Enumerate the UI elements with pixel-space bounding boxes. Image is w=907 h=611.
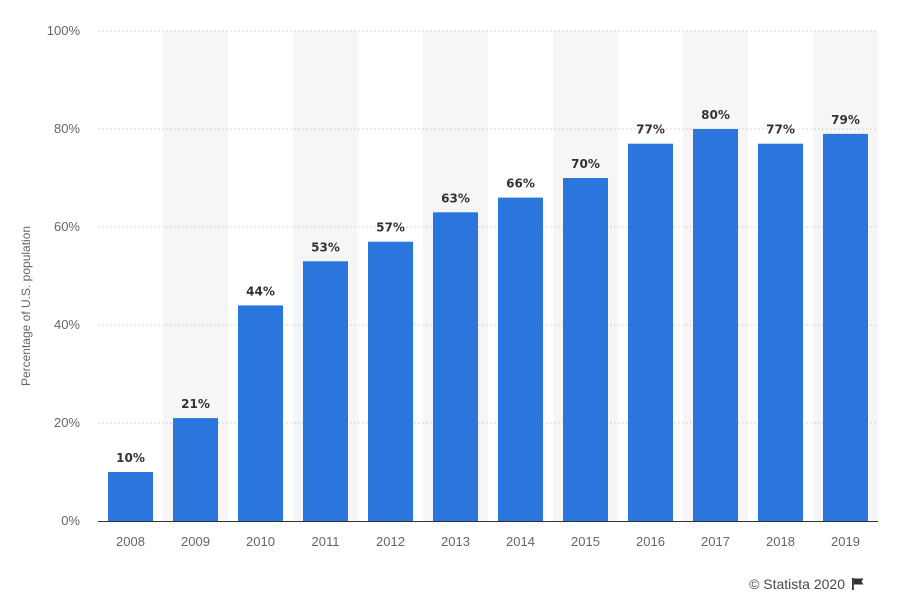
y-tick-label: 80% bbox=[54, 121, 80, 136]
y-tick-label: 0% bbox=[61, 513, 80, 528]
bar-2019[interactable] bbox=[823, 133, 868, 521]
x-tick-label: 2016 bbox=[636, 534, 665, 549]
bar-2009[interactable] bbox=[173, 418, 218, 521]
x-tick-label: 2008 bbox=[116, 534, 145, 549]
data-label: 63% bbox=[441, 191, 470, 205]
x-axis-ticks: 2008 2009 2010 2011 2012 2013 2014 2015 2016 2017… bbox=[116, 534, 860, 549]
data-label: 80% bbox=[701, 108, 730, 122]
flag-icon[interactable] bbox=[851, 577, 865, 591]
y-axis-label: Percentage of U.S. population bbox=[19, 226, 33, 386]
bar-2015[interactable] bbox=[563, 178, 608, 521]
x-tick-label: 2011 bbox=[312, 534, 340, 549]
x-tick-label: 2019 bbox=[831, 534, 860, 549]
x-tick-label: 2017 bbox=[701, 534, 730, 549]
bar-2018[interactable] bbox=[758, 143, 803, 521]
y-tick-label: 40% bbox=[54, 317, 80, 332]
x-tick-label: 2018 bbox=[766, 534, 795, 549]
data-label: 44% bbox=[246, 284, 275, 298]
data-label: 77% bbox=[636, 123, 665, 137]
bar-2017[interactable] bbox=[693, 129, 738, 521]
bar-2014[interactable] bbox=[498, 197, 543, 521]
x-tick-label: 2013 bbox=[441, 534, 470, 549]
data-labels: 10% 21% 44% 53% 57% 63% 66% 70% 77% 80% 77% 79% bbox=[116, 108, 860, 465]
bar-2011[interactable] bbox=[303, 261, 348, 521]
data-label: 53% bbox=[311, 240, 340, 254]
bar-2012[interactable] bbox=[368, 241, 413, 521]
x-tick-label: 2014 bbox=[506, 534, 535, 549]
data-label: 77% bbox=[766, 123, 795, 137]
y-tick-label: 100% bbox=[47, 23, 81, 38]
y-axis-ticks: 0% 20% 40% 60% 80% 100% bbox=[47, 23, 81, 528]
data-label: 10% bbox=[116, 451, 145, 465]
bar-2013[interactable] bbox=[433, 212, 478, 522]
credit-text: © Statista 2020 bbox=[749, 576, 845, 592]
data-label: 79% bbox=[831, 113, 860, 127]
bars bbox=[108, 129, 868, 522]
bar-2008[interactable] bbox=[108, 472, 153, 521]
data-label: 57% bbox=[376, 221, 405, 235]
x-tick-label: 2015 bbox=[571, 534, 600, 549]
bar-2016[interactable] bbox=[628, 143, 673, 521]
bar-2010[interactable] bbox=[238, 305, 283, 521]
x-tick-label: 2010 bbox=[246, 534, 275, 549]
statista-credit[interactable]: © Statista 2020 bbox=[749, 576, 865, 592]
data-label: 21% bbox=[181, 397, 210, 411]
data-label: 70% bbox=[571, 157, 600, 171]
data-label: 66% bbox=[506, 177, 535, 191]
x-tick-label: 2009 bbox=[181, 534, 210, 549]
y-tick-label: 60% bbox=[54, 219, 80, 234]
y-tick-label: 20% bbox=[54, 415, 80, 430]
x-tick-label: 2012 bbox=[376, 534, 405, 549]
